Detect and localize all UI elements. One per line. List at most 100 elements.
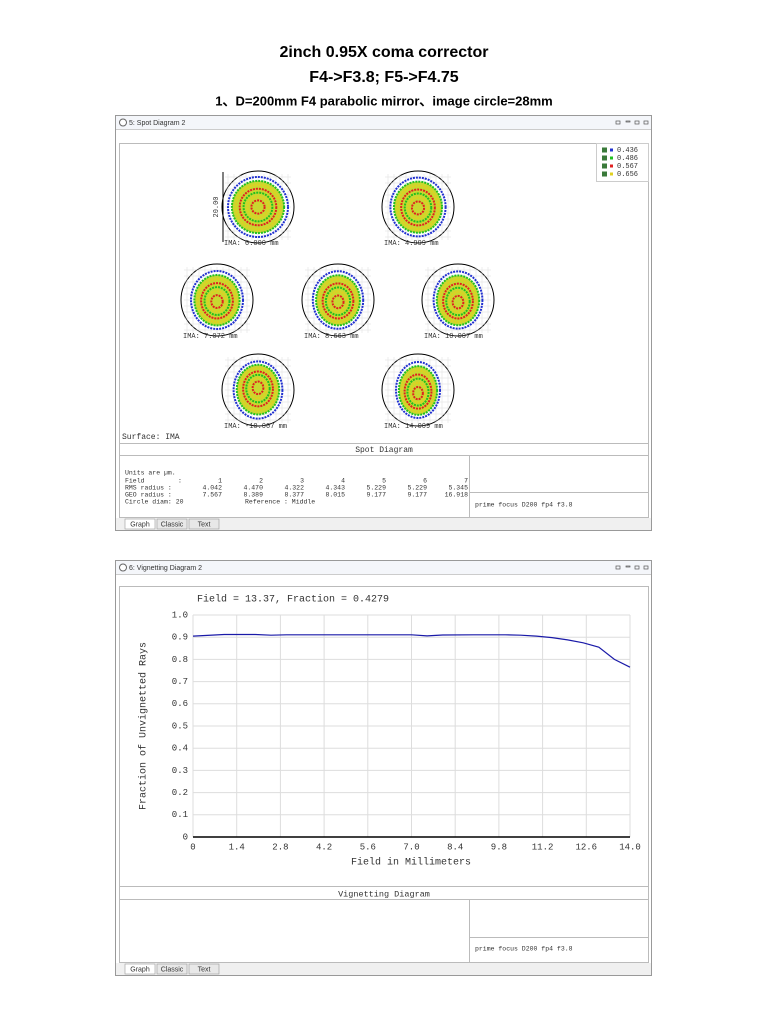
- spot-ring: [206, 290, 228, 313]
- tab: [188, 518, 220, 530]
- cell: 8.015: [325, 492, 345, 499]
- spot-label: IMA: 4.999 mm: [384, 240, 439, 248]
- panel-title: Vignetting Diagram: [338, 889, 430, 899]
- spot-ring: [234, 183, 282, 231]
- field-number: 7: [464, 478, 468, 485]
- spot-ring: [400, 369, 436, 413]
- x-tick-label: 9.8: [491, 842, 507, 852]
- spot-ring: [448, 290, 468, 313]
- tab: [156, 963, 188, 975]
- field-number: 2: [259, 478, 263, 485]
- cell: 4.343: [325, 485, 345, 492]
- spot-label: IMA: 7.072 mm: [183, 333, 238, 341]
- x-tick-label: 4.2: [316, 842, 332, 852]
- spot-ring: [407, 196, 429, 220]
- row-label: GEO radius :: [125, 492, 172, 499]
- spot-ring: [331, 294, 345, 310]
- cell: 5.229: [407, 485, 427, 492]
- titlebar: [116, 116, 651, 129]
- field-number: 1: [218, 478, 222, 485]
- spot-ring: [438, 278, 478, 323]
- title: 2inch 0.95X coma corrector: [280, 44, 489, 61]
- legend-label: 0.656: [617, 171, 638, 179]
- reference: Reference : Middle: [245, 499, 315, 506]
- spot-ring: [242, 370, 274, 408]
- x-tick-label: 11.2: [532, 842, 554, 852]
- spot-ring: [432, 270, 484, 330]
- window-control: [634, 565, 640, 570]
- x-tick-label: 8.4: [447, 842, 463, 852]
- subtitle: F4->F3.8; F5->F4.75: [309, 69, 458, 86]
- spot-label: IMA: 10.007 mm: [424, 333, 483, 341]
- caption: 1、D=200mm F4 parabolic mirror、image circ…: [215, 93, 552, 108]
- tab: [156, 518, 188, 530]
- panel-title: Spot Diagram: [355, 446, 413, 455]
- tabbar: [116, 518, 651, 530]
- cell: 9.177: [366, 492, 386, 499]
- x-tick-label: 7.0: [403, 842, 419, 852]
- field-number: 3: [300, 478, 304, 485]
- window-control: [625, 120, 631, 123]
- cell: 16.918: [445, 492, 469, 499]
- x-tick-label: 0: [190, 842, 195, 852]
- cell: 8.389: [243, 492, 263, 499]
- spot-ring: [409, 381, 427, 404]
- spot-label: IMA: 14.009 mm: [384, 423, 443, 431]
- tab-label: Classic: [161, 966, 184, 973]
- spot-ring: [242, 191, 274, 223]
- spot-ring: [311, 270, 365, 330]
- spot-ring: [200, 282, 234, 320]
- spot-ring: [248, 377, 268, 400]
- panel: [119, 455, 649, 518]
- spot-ring: [210, 294, 224, 309]
- spot-ring: [442, 282, 474, 320]
- x-tick-label: 1.4: [229, 842, 245, 852]
- tab: [124, 518, 156, 530]
- window-control: [615, 565, 621, 570]
- spot-ring: [250, 199, 266, 215]
- spot-ring: [410, 200, 426, 216]
- legend-swatch: [610, 172, 613, 176]
- spot-ring: [203, 286, 231, 316]
- y-tick-label: 1.0: [172, 610, 188, 620]
- x-tick-label: 12.6: [575, 842, 597, 852]
- window-icon: [119, 118, 127, 127]
- x-tick-label: 14.0: [619, 842, 641, 852]
- legend-check: [602, 147, 607, 153]
- window-icon: [119, 563, 127, 572]
- spot-ring: [400, 188, 436, 227]
- description: prime focus D200 fp4 f3.8: [475, 946, 573, 953]
- x-tick-label: 5.6: [360, 842, 376, 852]
- spot-ring: [232, 360, 284, 420]
- y-tick-label: 0.4: [172, 744, 188, 754]
- spot-ring: [328, 290, 348, 313]
- spot-ring: [238, 367, 278, 412]
- tab-label: Text: [198, 966, 211, 973]
- legend-label: 0.436: [617, 147, 638, 155]
- window-control: [643, 565, 649, 570]
- window-control: [615, 120, 621, 125]
- legend-check: [602, 163, 607, 169]
- titlebar: [116, 561, 651, 574]
- y-tick-label: 0.8: [172, 655, 188, 665]
- spot-ring: [406, 377, 430, 407]
- tab-label: Text: [198, 521, 211, 528]
- spot-label: IMA: 8.663 mm: [304, 333, 359, 341]
- units-label: Units are µm.: [125, 470, 176, 477]
- legend-swatch: [610, 164, 613, 168]
- description: prime focus D200 fp4 f3.8: [475, 502, 573, 509]
- field-sep: :: [178, 478, 182, 485]
- y-axis-label: Fraction of Unvignetted Rays: [138, 642, 150, 810]
- spot-ring: [389, 176, 447, 238]
- spot-ring: [246, 195, 270, 219]
- y-tick-label: 0.2: [172, 788, 188, 798]
- tabbar: [116, 963, 651, 975]
- window-title: 5: Spot Diagram 2: [129, 120, 186, 127]
- spot-label: IMA: -10.007 mm: [224, 423, 287, 431]
- window-control: [625, 565, 631, 568]
- spot-ring: [318, 278, 358, 323]
- spot-ring: [403, 192, 433, 223]
- spot-ring: [245, 373, 271, 404]
- tab: [124, 963, 156, 975]
